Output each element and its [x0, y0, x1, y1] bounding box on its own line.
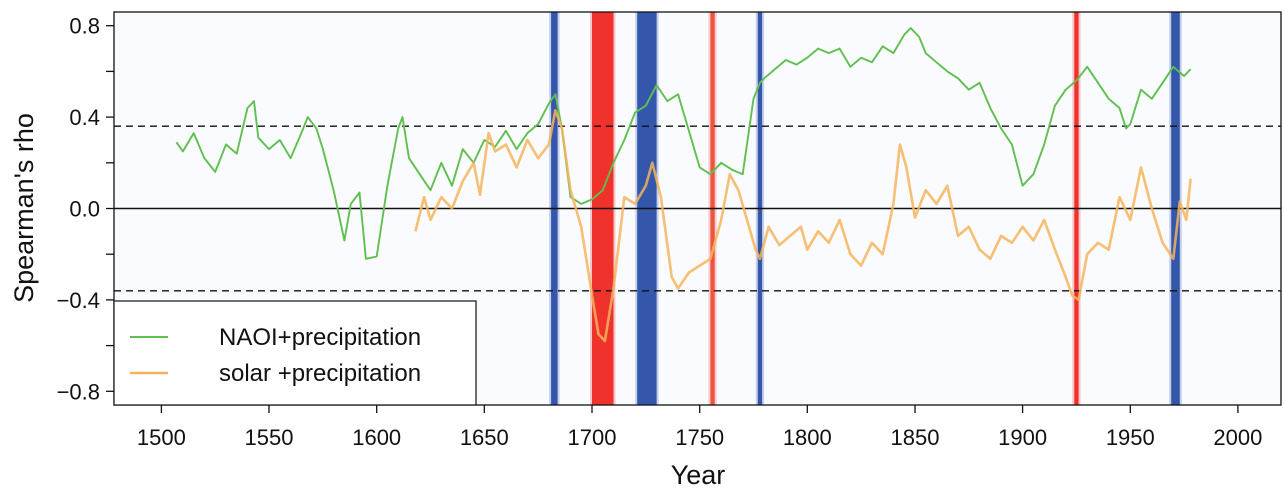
x-axis: 1500 1550 1600 1650 1700 1750 1800 1850 1900 1950…	[137, 405, 1262, 450]
reference-lines	[114, 125, 1281, 292]
x-tick-label: 2000	[1213, 425, 1262, 450]
x-axis-title: Year	[671, 460, 726, 490]
y-axis: 0.8 0.4 0.0 −0.4 −0.8	[57, 14, 114, 404]
x-tick-label: 1750	[675, 425, 724, 450]
series-lines	[175, 27, 1192, 343]
legend-box	[113, 300, 477, 406]
x-tick-label: 1800	[783, 425, 832, 450]
x-tick-label: 1500	[137, 425, 186, 450]
x-tick-label: 1700	[568, 425, 617, 450]
y-axis-title: Spearman's rho	[9, 113, 39, 303]
x-tick-label: 1550	[245, 425, 294, 450]
legend: NAOI+precipitation solar +precipitation	[113, 300, 477, 406]
series-line-solar	[414, 109, 1192, 343]
y-tick-label: −0.4	[57, 288, 100, 313]
legend-label-solar: solar +precipitation	[219, 360, 421, 387]
x-tick-label: 1950	[1106, 425, 1155, 450]
series-line-naoi	[175, 27, 1192, 260]
x-tick-label: 1900	[998, 425, 1047, 450]
y-tick-label: −0.8	[57, 379, 100, 404]
legend-label-naoi: NAOI+precipitation	[219, 324, 421, 351]
x-tick-label: 1850	[891, 425, 940, 450]
y-tick-label: 0.4	[69, 105, 100, 130]
y-tick-label: 0.0	[69, 197, 100, 222]
x-tick-label: 1600	[352, 425, 401, 450]
y-tick-label: 0.8	[69, 14, 100, 39]
x-tick-label: 1650	[460, 425, 509, 450]
